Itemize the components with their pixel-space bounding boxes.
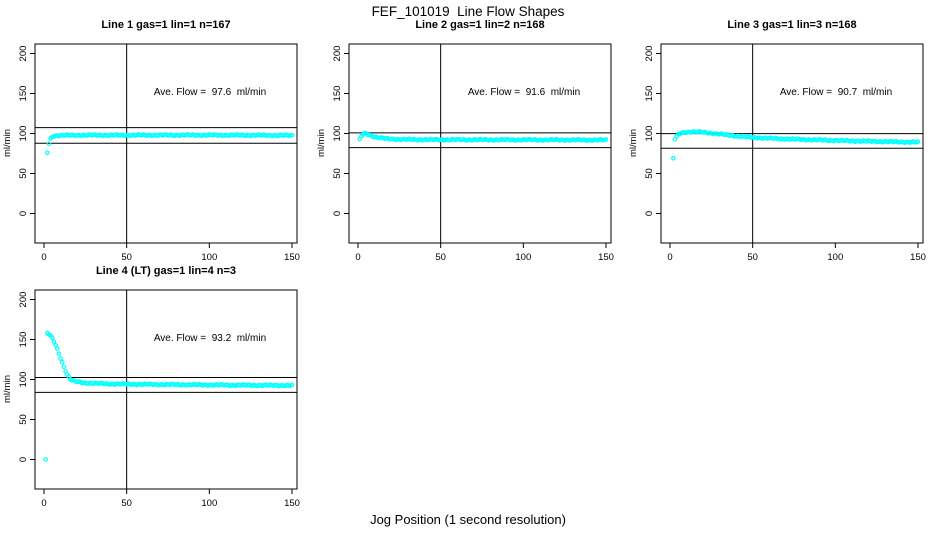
- y-tick-label: 200: [18, 292, 29, 308]
- x-tick-label: 0: [667, 252, 672, 263]
- y-tick-label: 150: [332, 86, 343, 102]
- axes: 0 50 100 150 0 50 100 150 200: [18, 43, 300, 263]
- x-tick-label: 0: [41, 498, 46, 509]
- data-point: [58, 356, 63, 361]
- y-tick-label: 50: [644, 168, 655, 179]
- data-point: [603, 137, 609, 142]
- data-point: [56, 351, 62, 356]
- plot-area: 0 50 100 150 0 50 100 150 200: [332, 43, 614, 263]
- panel-line-3: Line 3 gas=1 lin=3 n=168 ml/min 0 50 100 15…: [626, 18, 926, 273]
- ave-flow-annotation: Ave. Flow = 97.6 ml/min: [153, 87, 267, 98]
- y-tick-label: 100: [332, 126, 343, 142]
- data-points: [45, 132, 295, 156]
- y-tick-label: 150: [644, 86, 655, 102]
- panel-title: Line 2 gas=1 lin=2 n=168: [415, 19, 545, 31]
- data-point: [288, 132, 293, 138]
- ave-flow-annotation: Ave. Flow = 90.7 ml/min: [779, 87, 893, 98]
- ave-flow-annotation: Ave. Flow = 93.2 ml/min: [153, 333, 267, 344]
- data-point: [54, 346, 60, 351]
- ave-flow-annotation: Ave. Flow = 91.6 ml/min: [467, 87, 581, 98]
- plot-box: [34, 289, 298, 490]
- y-tick-label: 150: [18, 86, 29, 102]
- plot-box: [348, 43, 612, 244]
- y-tick-label: 200: [18, 46, 29, 62]
- plot-area: 0 50 100 150 0 50 100 150 200: [18, 43, 300, 263]
- x-tick-label: 0: [355, 252, 360, 263]
- data-points: [357, 130, 609, 143]
- x-tick-label: 150: [598, 252, 614, 263]
- y-tick-label: 100: [644, 126, 655, 142]
- data-point: [45, 150, 50, 156]
- x-tick-label: 150: [284, 252, 300, 263]
- data-point: [289, 132, 295, 138]
- data-point: [59, 359, 65, 365]
- x-axis-label: Jog Position (1 second resolution): [370, 512, 566, 527]
- axes: 0 50 100 150 0 50 100 150 200: [332, 43, 614, 263]
- y-tick-label: 0: [18, 457, 29, 462]
- x-tick-label: 100: [201, 498, 217, 509]
- panel-title: Line 4 (LT) gas=1 lin=4 n=3: [95, 265, 237, 277]
- x-tick-label: 150: [910, 252, 926, 263]
- x-tick-label: 50: [121, 252, 132, 263]
- plot-area: 0 50 100 150 0 50 100 150 200: [644, 43, 926, 263]
- data-point: [46, 141, 52, 147]
- axes: 0 50 100 150 0 50 100 150 200: [644, 43, 926, 263]
- panel-line-1: Line 1 gas=1 lin=1 n=167 ml/min 0 50 100 15…: [0, 18, 300, 273]
- data-points: [671, 129, 921, 161]
- y-tick-label: 150: [18, 332, 29, 348]
- x-tick-label: 50: [435, 252, 446, 263]
- x-tick-label: 50: [747, 252, 758, 263]
- plot-box: [660, 43, 924, 244]
- figure-title: FEF_101019 Line Flow Shapes: [371, 4, 565, 19]
- y-tick-label: 50: [332, 168, 343, 179]
- y-tick-label: 100: [18, 126, 29, 142]
- y-tick-label: 0: [18, 211, 29, 216]
- data-point: [915, 139, 921, 144]
- y-tick-label: 50: [18, 168, 29, 179]
- x-tick-label: 150: [284, 498, 300, 509]
- y-tick-label: 0: [332, 211, 343, 216]
- data-point: [49, 335, 55, 340]
- y-tick-label: 200: [644, 46, 655, 62]
- panel-line-2: Line 2 gas=1 lin=2 n=168 ml/min 0 50 100 15…: [314, 18, 614, 273]
- panel-title: Line 1 gas=1 lin=1 n=167: [101, 19, 231, 31]
- plot-area: 0 50 100 150 0 50 100 150 200: [18, 289, 300, 509]
- data-points: [43, 330, 295, 462]
- axes: 0 50 100 150 0 50 100 150 200: [18, 289, 300, 509]
- x-tick-label: 100: [515, 252, 531, 263]
- x-tick-label: 100: [201, 252, 217, 263]
- panel-title: Line 3 gas=1 lin=3 n=168: [727, 19, 857, 31]
- data-point: [53, 342, 58, 348]
- y-tick-label: 0: [644, 211, 655, 216]
- data-point: [289, 382, 295, 388]
- x-tick-label: 50: [121, 498, 132, 509]
- data-point: [671, 156, 676, 161]
- data-point: [51, 339, 57, 344]
- panel-line-4: Line 4 (LT) gas=1 lin=4 n=3 ml/min 0 50 10…: [0, 264, 300, 519]
- data-point: [61, 364, 67, 370]
- y-tick-label: 50: [18, 414, 29, 425]
- x-tick-label: 100: [827, 252, 843, 263]
- data-point: [43, 457, 48, 462]
- y-tick-label: 200: [332, 46, 343, 62]
- y-tick-label: 100: [18, 372, 29, 388]
- x-tick-label: 0: [41, 252, 46, 263]
